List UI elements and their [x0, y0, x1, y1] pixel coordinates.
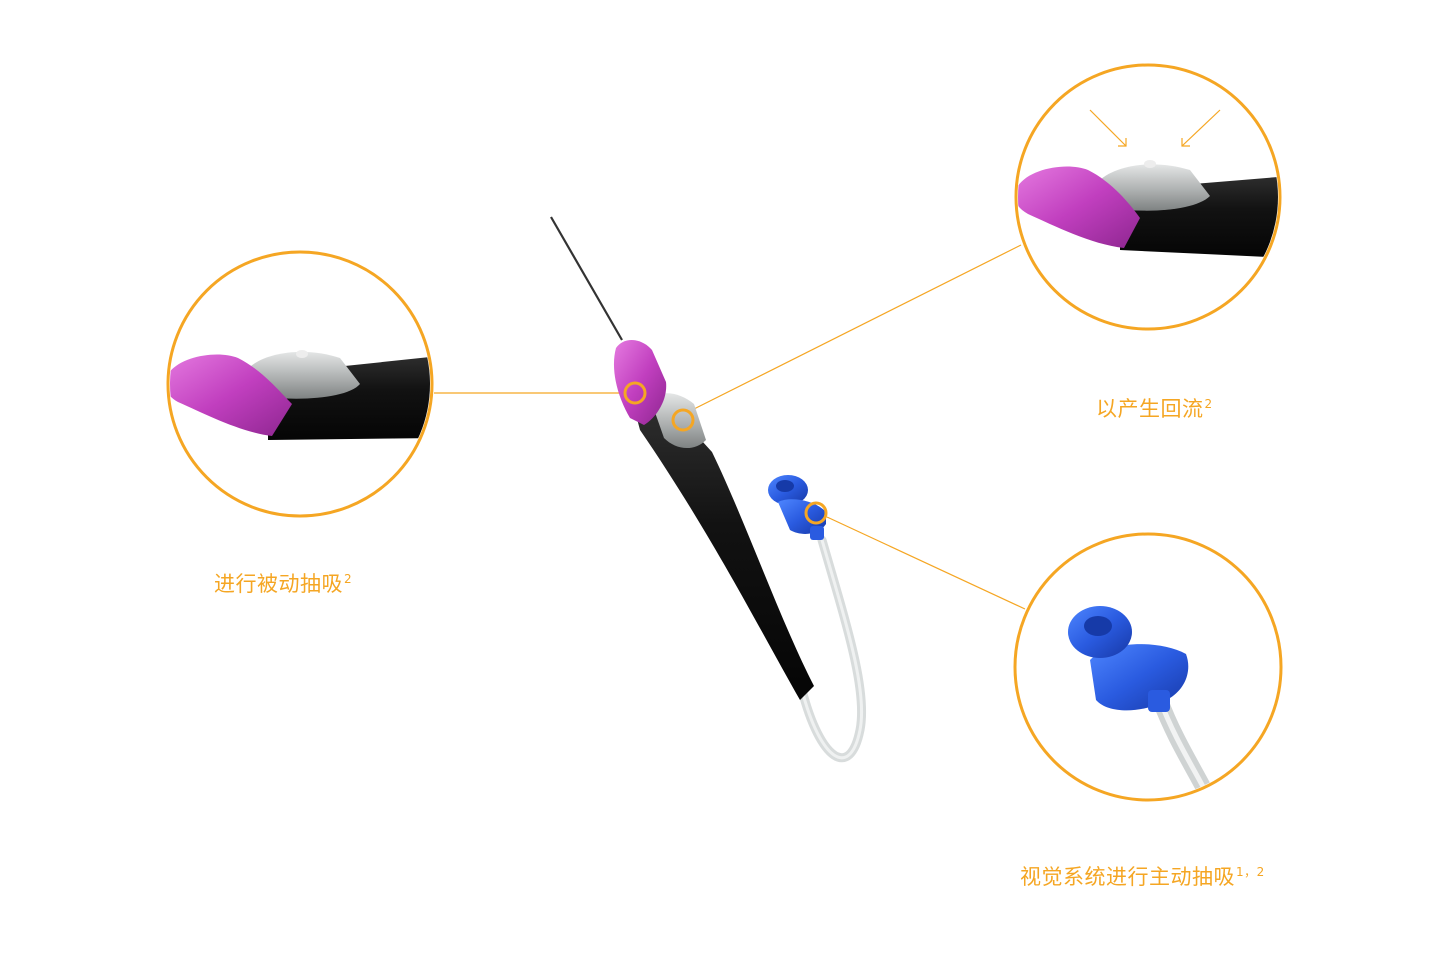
leader-line-active: [826, 516, 1026, 610]
reference-mark: 2: [1204, 397, 1213, 411]
reference-mark: 2: [344, 572, 353, 586]
ring-marker-icon: [804, 501, 828, 525]
callout-text: 进行被动抽吸: [214, 572, 343, 596]
arrow-icon: [1089, 109, 1127, 147]
detail-circle-active: [1013, 532, 1283, 802]
needle-icon: [550, 216, 623, 341]
callout-label-passive: 进行被动抽吸2: [214, 568, 352, 598]
magenta-hub: [613, 339, 667, 425]
detail-circle-passive: [166, 250, 434, 518]
detail-circle-backflow: [1014, 63, 1282, 331]
leader-line-backflow: [691, 244, 1022, 411]
callout-label-backflow: 以产生回流2: [1096, 393, 1213, 423]
flashback-chamber: [650, 393, 706, 449]
ring-marker-icon: [623, 381, 647, 405]
blue-luer-connector-icon: [768, 475, 826, 540]
callout-text: 视觉系统进行主动抽吸: [1020, 865, 1235, 889]
ring-marker-icon: [671, 408, 695, 432]
reference-mark: 1，2: [1236, 865, 1265, 879]
callout-text: 以产生回流: [1096, 397, 1204, 421]
catheter-device: [550, 216, 867, 763]
arrow-icon: [1181, 109, 1221, 147]
callout-label-active: 视觉系统进行主动抽吸1，2: [1020, 861, 1265, 891]
handle-body: [636, 408, 814, 700]
